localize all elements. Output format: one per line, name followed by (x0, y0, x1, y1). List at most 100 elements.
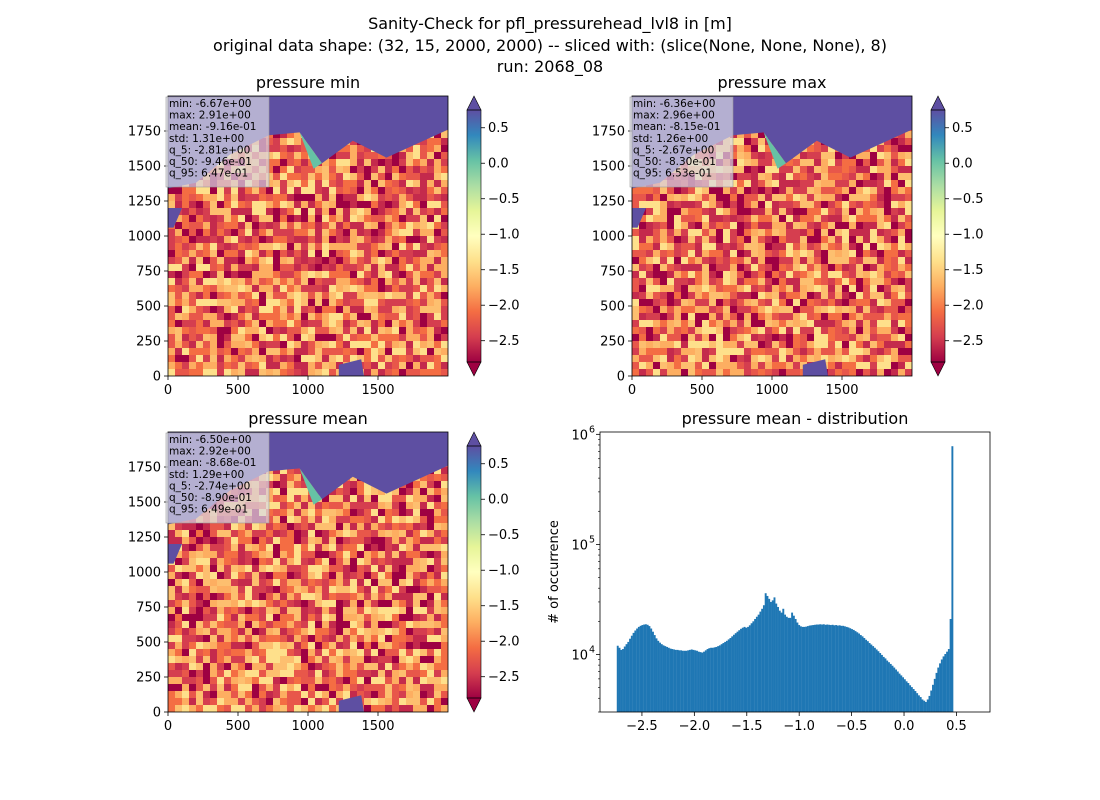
map-pixel (364, 670, 371, 677)
map-pixel (420, 250, 427, 257)
map-pixel (751, 257, 758, 264)
map-pixel (392, 215, 399, 222)
map-pixel (210, 348, 217, 355)
map-pixel (280, 152, 287, 159)
map-pixel (231, 537, 238, 544)
map-pixel (427, 565, 434, 572)
map-pixel (793, 243, 800, 250)
map-pixel (420, 593, 427, 600)
map-pixel (392, 663, 399, 670)
map-pixel (231, 621, 238, 628)
map-pixel (308, 292, 315, 299)
map-pixel (294, 313, 301, 320)
map-pixel (667, 264, 674, 271)
map-pixel (413, 579, 420, 586)
map-pixel (329, 663, 336, 670)
map-pixel (744, 341, 751, 348)
map-pixel (294, 257, 301, 264)
map-pixel (175, 222, 182, 229)
map-pixel (413, 180, 420, 187)
map-pixel (406, 229, 413, 236)
map-pixel (434, 558, 441, 565)
map-pixel (434, 649, 441, 656)
map-pixel (434, 579, 441, 586)
map-pixel (884, 187, 891, 194)
map-pixel (406, 327, 413, 334)
map-pixel (870, 222, 877, 229)
map-pixel (371, 516, 378, 523)
map-pixel (245, 523, 252, 530)
map-pixel (842, 222, 849, 229)
map-pixel (378, 656, 385, 663)
map-pixel (842, 306, 849, 313)
map-pixel (217, 656, 224, 663)
map-pixel (329, 691, 336, 698)
map-pixel (350, 138, 357, 145)
map-pixel (392, 313, 399, 320)
map-pixel (399, 558, 406, 565)
map-pixel (723, 369, 730, 376)
map-pixel (434, 593, 441, 600)
map-pixel (315, 677, 322, 684)
map-pixel (343, 663, 350, 670)
map-pixel (280, 208, 287, 215)
map-pixel (350, 222, 357, 229)
map-pixel (322, 306, 329, 313)
map-pixel (891, 152, 898, 159)
map-pixel (308, 565, 315, 572)
map-pixel (392, 271, 399, 278)
map-pixel (238, 271, 245, 278)
map-pixel (427, 572, 434, 579)
map-pixel (863, 257, 870, 264)
map-pixel (786, 292, 793, 299)
map-pixel (737, 243, 744, 250)
map-pixel (863, 355, 870, 362)
x-tick-label: 0 (628, 383, 636, 398)
map-pixel (238, 593, 245, 600)
map-pixel (280, 488, 287, 495)
map-pixel (203, 642, 210, 649)
map-pixel (730, 201, 737, 208)
stats-line: q_95: 6.53e-01 (633, 168, 712, 180)
y-tick-label: 500 (136, 636, 161, 651)
map-pixel (322, 663, 329, 670)
map-pixel (294, 565, 301, 572)
map-pixel (737, 222, 744, 229)
map-pixel (217, 649, 224, 656)
map-pixel (217, 635, 224, 642)
map-pixel (681, 257, 688, 264)
map-pixel (420, 698, 427, 705)
map-pixel (660, 320, 667, 327)
colorbar-tick-label: −0.5 (488, 192, 520, 207)
map-pixel (329, 292, 336, 299)
map-pixel (856, 348, 863, 355)
map-pixel (350, 635, 357, 642)
map-pixel (273, 474, 280, 481)
map-pixel (877, 348, 884, 355)
map-pixel (245, 236, 252, 243)
map-pixel (280, 362, 287, 369)
map-pixel (441, 509, 448, 516)
map-pixel (182, 691, 189, 698)
map-pixel (217, 663, 224, 670)
map-pixel (441, 264, 448, 271)
map-pixel (294, 278, 301, 285)
map-pixel (681, 201, 688, 208)
map-pixel (814, 278, 821, 285)
map-pixel (730, 334, 737, 341)
stats-line: max: 2.91e+00 (169, 110, 251, 122)
map-pixel (399, 264, 406, 271)
map-pixel (716, 222, 723, 229)
map-pixel (674, 201, 681, 208)
map-pixel (343, 250, 350, 257)
map-pixel (203, 614, 210, 621)
map-pixel (434, 516, 441, 523)
map-pixel (399, 320, 406, 327)
map-pixel (224, 355, 231, 362)
map-pixel (695, 327, 702, 334)
map-pixel (315, 509, 322, 516)
map-pixel (350, 691, 357, 698)
map-pixel (385, 285, 392, 292)
map-pixel (406, 656, 413, 663)
map-pixel (322, 187, 329, 194)
